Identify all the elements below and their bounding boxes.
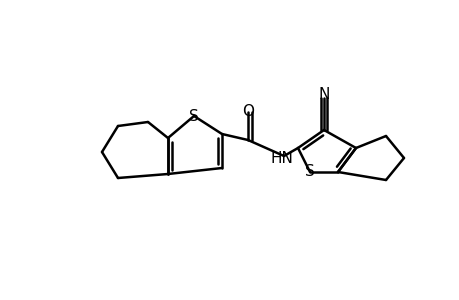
Text: HN: HN — [270, 151, 293, 166]
Text: N: N — [318, 86, 329, 101]
Text: S: S — [189, 109, 198, 124]
Text: S: S — [304, 164, 314, 179]
Text: O: O — [241, 103, 253, 118]
